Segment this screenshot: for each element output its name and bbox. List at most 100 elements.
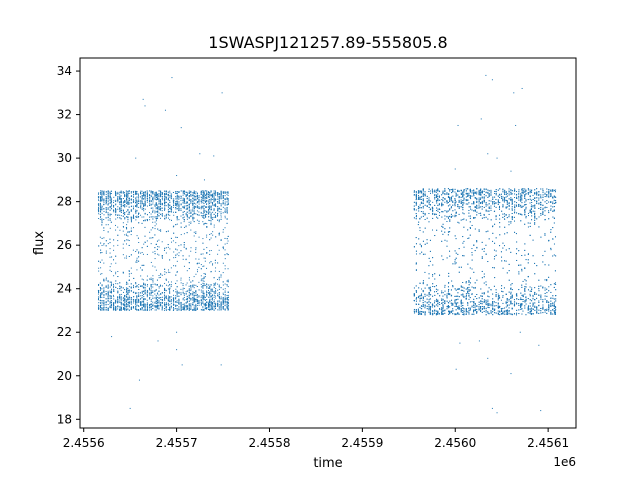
- data-point: [150, 291, 152, 293]
- data-point: [107, 197, 109, 199]
- data-point: [130, 218, 132, 220]
- data-point: [132, 291, 134, 293]
- data-point: [110, 281, 112, 283]
- data-point: [192, 297, 194, 299]
- data-point: [158, 199, 160, 201]
- data-point: [110, 213, 112, 215]
- data-point: [220, 239, 222, 241]
- data-point: [212, 304, 214, 306]
- data-point: [185, 247, 187, 249]
- data-point: [155, 300, 157, 302]
- data-point: [224, 291, 226, 293]
- data-point: [192, 216, 194, 218]
- data-point: [185, 309, 187, 311]
- data-point: [188, 198, 190, 200]
- data-point: [150, 287, 152, 289]
- data-point: [183, 201, 185, 203]
- data-point: [141, 309, 143, 311]
- data-point: [206, 212, 208, 214]
- data-point: [167, 246, 169, 248]
- data-point: [200, 200, 202, 202]
- data-point: [107, 284, 109, 286]
- data-point: [215, 288, 217, 290]
- data-point: [110, 300, 112, 302]
- data-point: [150, 289, 152, 291]
- data-point: [206, 203, 208, 205]
- data-point: [101, 302, 103, 304]
- data-point: [188, 255, 190, 257]
- data-point: [154, 247, 156, 249]
- data-point: [209, 192, 211, 194]
- data-point: [195, 307, 197, 309]
- data-point: [211, 195, 213, 197]
- data-point: [183, 193, 185, 195]
- data-point: [152, 265, 154, 267]
- data-point: [149, 305, 151, 307]
- data-point: [200, 207, 202, 209]
- data-point: [180, 190, 182, 192]
- data-point: [212, 307, 214, 309]
- data-point: [150, 279, 152, 281]
- data-point: [127, 190, 129, 192]
- data-point: [224, 298, 226, 300]
- data-point: [103, 294, 105, 296]
- data-point: [209, 301, 211, 303]
- data-point: [105, 298, 107, 300]
- data-point: [217, 295, 219, 297]
- data-point: [119, 191, 121, 193]
- data-point: [170, 197, 172, 199]
- data-point: [143, 220, 145, 222]
- data-point: [103, 244, 105, 246]
- data-point: [224, 191, 226, 193]
- data-point: [144, 283, 146, 285]
- data-point: [101, 304, 103, 306]
- data-point: [100, 200, 102, 202]
- data-point: [185, 293, 187, 295]
- data-point: [227, 305, 229, 307]
- data-point: [218, 307, 220, 309]
- data-point: [103, 210, 105, 212]
- data-point: [136, 201, 138, 203]
- data-point: [218, 219, 220, 221]
- data-point: [144, 235, 146, 237]
- data-point: [182, 289, 184, 291]
- data-point: [220, 211, 222, 213]
- data-point: [203, 211, 205, 213]
- data-point: [211, 264, 213, 266]
- data-point: [224, 308, 226, 310]
- data-point: [111, 288, 113, 290]
- data-point: [115, 218, 117, 220]
- data-point: [208, 210, 210, 212]
- data-point: [144, 307, 146, 309]
- data-point: [160, 191, 162, 193]
- data-point: [120, 198, 122, 200]
- data-point: [217, 198, 219, 200]
- data-point: [216, 201, 218, 203]
- data-point: [100, 308, 102, 310]
- data-point: [109, 207, 111, 209]
- data-point: [120, 309, 122, 311]
- data-point: [215, 205, 217, 207]
- data-point: [176, 204, 178, 206]
- data-point: [196, 308, 198, 310]
- data-point: [127, 292, 129, 294]
- data-point: [183, 205, 185, 207]
- data-point: [209, 292, 211, 294]
- data-point: [159, 208, 161, 210]
- data-point: [138, 206, 140, 208]
- data-point: [212, 198, 214, 200]
- data-point: [142, 287, 144, 289]
- data-point: [159, 284, 161, 286]
- data-point: [103, 305, 105, 307]
- data-point: [155, 217, 157, 219]
- data-point: [170, 267, 172, 269]
- data-point: [218, 196, 220, 198]
- data-point: [170, 196, 172, 198]
- data-point: [183, 233, 185, 235]
- data-point: [186, 207, 188, 209]
- data-point: [123, 300, 124, 302]
- data-point: [113, 204, 115, 206]
- data-point: [128, 295, 130, 297]
- data-point: [138, 286, 140, 288]
- data-point: [200, 211, 202, 213]
